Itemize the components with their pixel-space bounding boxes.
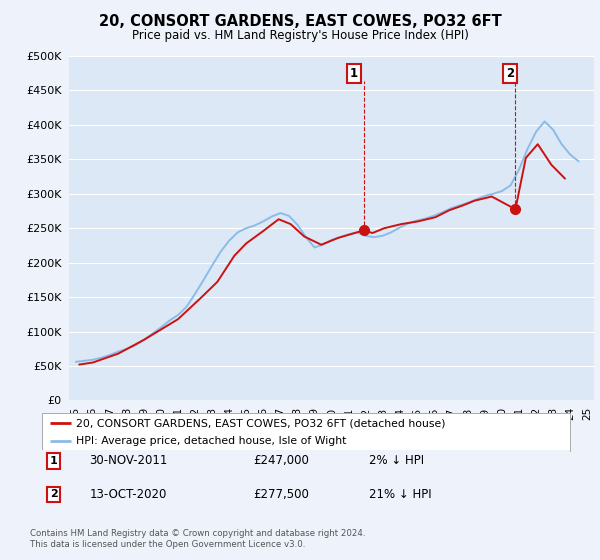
Text: £277,500: £277,500 <box>253 488 309 501</box>
Text: £247,000: £247,000 <box>253 454 309 468</box>
Text: HPI: Average price, detached house, Isle of Wight: HPI: Average price, detached house, Isle… <box>76 436 347 446</box>
Text: 13-OCT-2020: 13-OCT-2020 <box>89 488 167 501</box>
Text: 1: 1 <box>50 456 58 466</box>
Text: 30-NOV-2011: 30-NOV-2011 <box>89 454 168 468</box>
Text: 1: 1 <box>350 67 358 80</box>
Text: Price paid vs. HM Land Registry's House Price Index (HPI): Price paid vs. HM Land Registry's House … <box>131 29 469 42</box>
Text: Contains HM Land Registry data © Crown copyright and database right 2024.
This d: Contains HM Land Registry data © Crown c… <box>30 529 365 549</box>
Text: 20, CONSORT GARDENS, EAST COWES, PO32 6FT (detached house): 20, CONSORT GARDENS, EAST COWES, PO32 6F… <box>76 418 446 428</box>
Text: 2: 2 <box>506 67 515 80</box>
Text: 21% ↓ HPI: 21% ↓ HPI <box>370 488 432 501</box>
Text: 2: 2 <box>50 489 58 500</box>
Text: 20, CONSORT GARDENS, EAST COWES, PO32 6FT: 20, CONSORT GARDENS, EAST COWES, PO32 6F… <box>98 14 502 29</box>
Text: 2% ↓ HPI: 2% ↓ HPI <box>370 454 424 468</box>
